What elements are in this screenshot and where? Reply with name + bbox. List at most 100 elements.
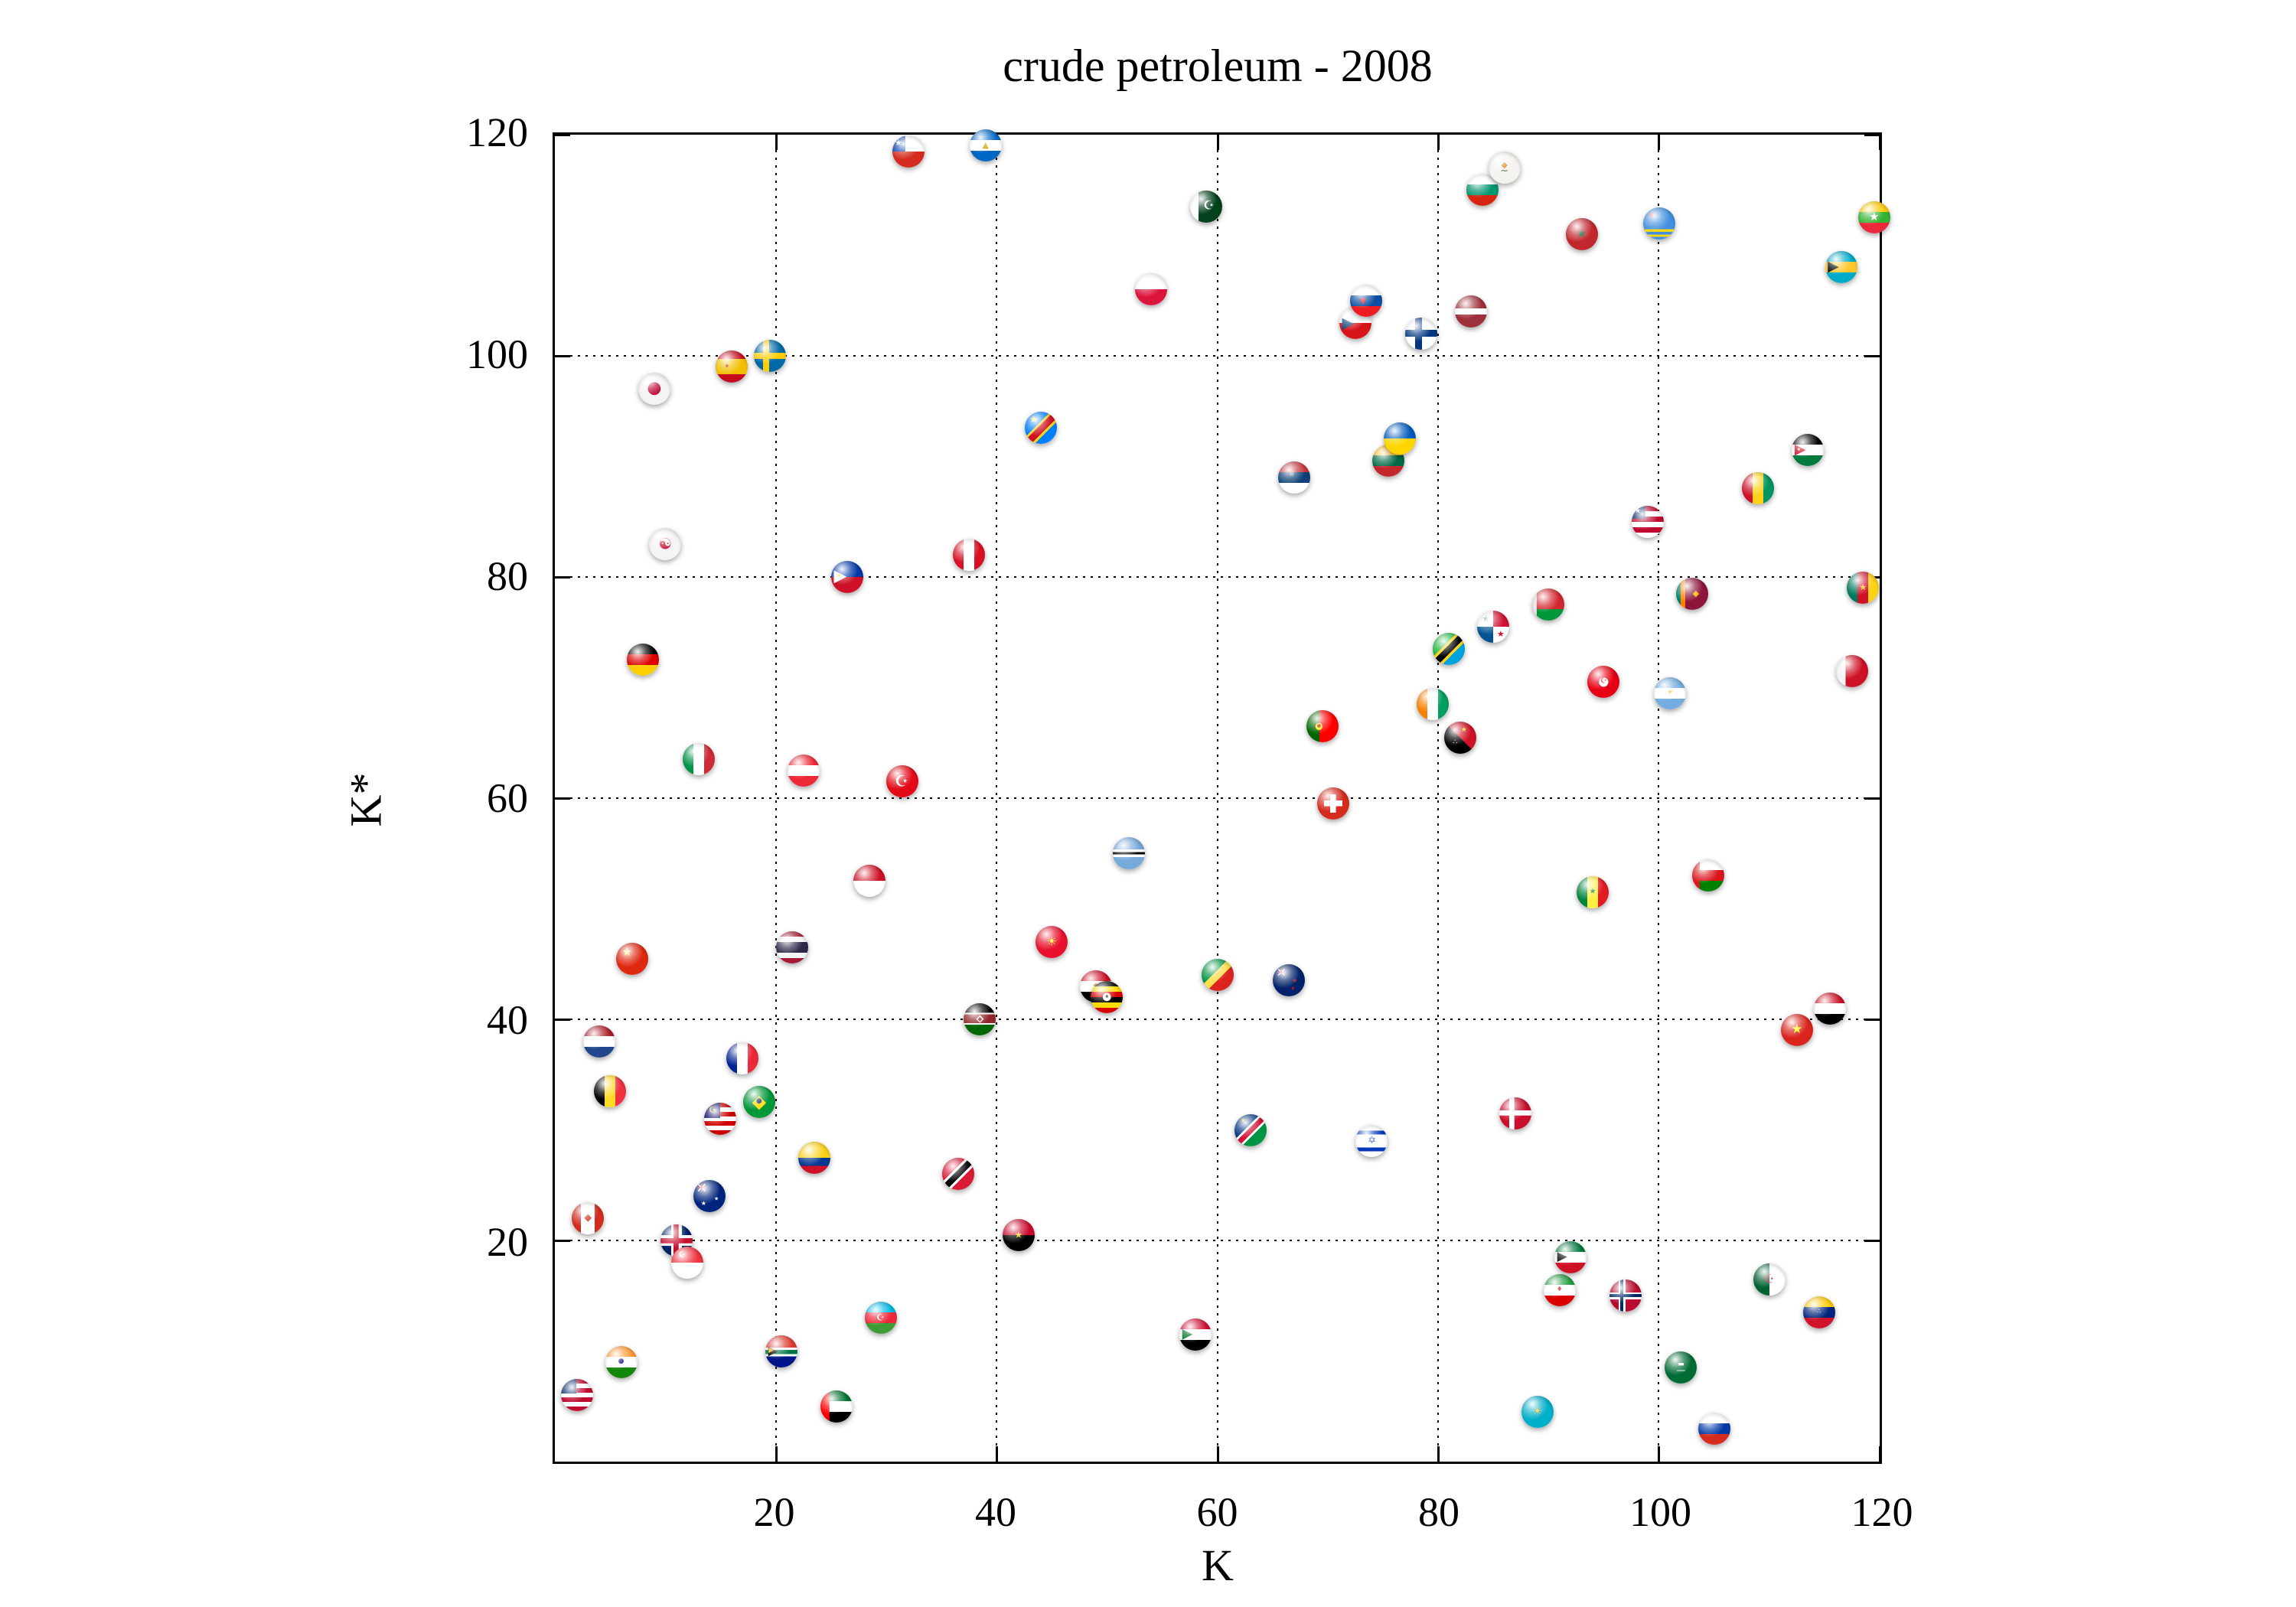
- data-point-aruba: ◆: [1642, 207, 1675, 240]
- right-tick-y-60: [1864, 797, 1880, 800]
- sphere-gloss: [726, 1041, 759, 1074]
- flag-emblem: ✡: [1367, 1135, 1376, 1147]
- flag-emblem: ☀: [1045, 934, 1058, 949]
- y-tick-label-40: 40: [487, 997, 528, 1043]
- x-tick-label-120: 120: [1851, 1489, 1913, 1535]
- y-axis-label: K*: [341, 772, 391, 827]
- flag-emblem: ▶: [1794, 440, 1806, 458]
- data-point-panama: ★ ★: [1477, 611, 1510, 644]
- data-point-netherlands: [582, 1025, 615, 1058]
- sphere-gloss: [1383, 422, 1416, 455]
- flag-emblem: ●: [755, 1097, 762, 1106]
- y-tick-label-80: 80: [487, 553, 528, 599]
- flag-emblem: ★: [1576, 227, 1587, 241]
- flag-emblem: ★: [700, 1200, 706, 1208]
- data-point-botswana: [1113, 837, 1146, 870]
- sphere-gloss: [560, 1379, 593, 1412]
- data-point-venezuela: ∴: [1802, 1296, 1835, 1328]
- data-point-spain: ♦: [715, 350, 748, 383]
- data-point-oman: [1692, 859, 1725, 892]
- flag-emblem: ★: [1460, 726, 1467, 735]
- data-point-latvia: [1455, 295, 1488, 328]
- left-tick-y-60: [555, 797, 570, 800]
- flag-emblem: ★: [1796, 446, 1802, 452]
- flag-emblem: ●: [1102, 990, 1112, 1003]
- flag-emblem: ☪: [895, 771, 909, 790]
- sphere-gloss: [1455, 295, 1488, 328]
- x-tick-label-60: 60: [1196, 1489, 1238, 1535]
- flag-emblem: ☪: [1203, 197, 1215, 213]
- top-tick-x-60: [1216, 1446, 1219, 1462]
- flag-emblem: ●: [618, 1358, 625, 1366]
- top-tick-x-40: [995, 1446, 998, 1462]
- left-tick-y-100: [555, 355, 570, 357]
- sphere-gloss: [1190, 190, 1223, 223]
- sphere-gloss: [1554, 1240, 1587, 1273]
- sphere-gloss: [820, 1390, 853, 1423]
- flag-emblem: ★: [1791, 1022, 1803, 1038]
- flag-emblem: ☪: [1764, 1271, 1775, 1286]
- y-gridline-20: [555, 1239, 1880, 1241]
- sphere-gloss: [1814, 992, 1847, 1025]
- data-point-china: ★: [615, 942, 648, 975]
- sphere-gloss: [1792, 433, 1825, 466]
- flag-emblem: ★: [1634, 507, 1642, 516]
- sphere-gloss: [765, 1335, 797, 1367]
- sphere-gloss: [1780, 1014, 1813, 1047]
- flag-emblem: ◆: [584, 1212, 592, 1224]
- data-point-new-zealand: × + ★ ★: [1273, 964, 1306, 997]
- flag-emblem: ◆: [1692, 588, 1700, 598]
- y-gridline-100: [555, 355, 1880, 357]
- data-point-argentina: ☀: [1653, 676, 1686, 709]
- flag-emblem: ♕: [1288, 469, 1296, 478]
- sphere-gloss: [1835, 654, 1868, 687]
- flag-emblem: ●: [1316, 722, 1321, 729]
- data-point-saudi-arabia: ▬ —: [1665, 1351, 1698, 1384]
- sphere-gloss: [1091, 981, 1124, 1014]
- sphere-gloss: [1002, 1218, 1035, 1251]
- sphere-gloss: [776, 931, 809, 964]
- data-point-dr-congo: ★: [1024, 411, 1057, 444]
- sphere-gloss: [1273, 964, 1306, 997]
- sphere-gloss: [649, 527, 682, 560]
- data-point-guinea: [1742, 472, 1775, 505]
- data-point-united-arab-emirates: [820, 1390, 853, 1423]
- bottom-tick-x-20: [775, 135, 778, 150]
- x-tick-label-80: 80: [1418, 1489, 1459, 1535]
- sphere-gloss: [1234, 1113, 1267, 1146]
- flag-emblem: ☪: [1600, 676, 1607, 686]
- sphere-gloss: [1802, 1296, 1835, 1328]
- flag-emblem: ▼: [1359, 295, 1367, 306]
- sphere-gloss: [1642, 207, 1675, 240]
- data-point-canada: ◆: [572, 1202, 605, 1235]
- top-tick-x-100: [1658, 1446, 1661, 1462]
- sphere-gloss: [1179, 1318, 1212, 1351]
- data-point-peru: [952, 539, 985, 572]
- data-point-kuwait: ▶: [1554, 1240, 1587, 1273]
- flag-emblem: ◆: [752, 1090, 767, 1113]
- sphere-gloss: [853, 865, 886, 898]
- data-point-italy: [682, 743, 715, 776]
- sphere-gloss: [797, 1141, 830, 1174]
- data-point-senegal: ★: [1576, 875, 1609, 908]
- flag-emblem: ◆: [977, 1015, 983, 1022]
- flag-emblem: +: [696, 1179, 708, 1196]
- data-point-trinidad-and-tobago: [941, 1158, 974, 1191]
- bottom-tick-x-60: [1216, 135, 1219, 150]
- y-gridline-40: [555, 1019, 1880, 1020]
- flag-emblem: +: [1276, 964, 1287, 980]
- sphere-gloss: [1847, 572, 1880, 605]
- bottom-tick-x-120: [1879, 135, 1881, 150]
- sphere-gloss: [594, 1074, 627, 1107]
- sphere-gloss: [1521, 1395, 1554, 1428]
- y-gridline-60: [555, 797, 1880, 799]
- flag-emblem: ▶: [1828, 258, 1839, 275]
- flag-emblem: ●: [647, 378, 662, 398]
- flag-emblem: ☀: [836, 572, 843, 581]
- left-tick-y-80: [555, 575, 570, 579]
- y-tick-label-120: 120: [466, 109, 528, 155]
- data-point-sri-lanka: ◆: [1675, 577, 1708, 610]
- data-point-chile: ★: [892, 135, 925, 168]
- data-point-pakistan: ☪: [1190, 190, 1223, 223]
